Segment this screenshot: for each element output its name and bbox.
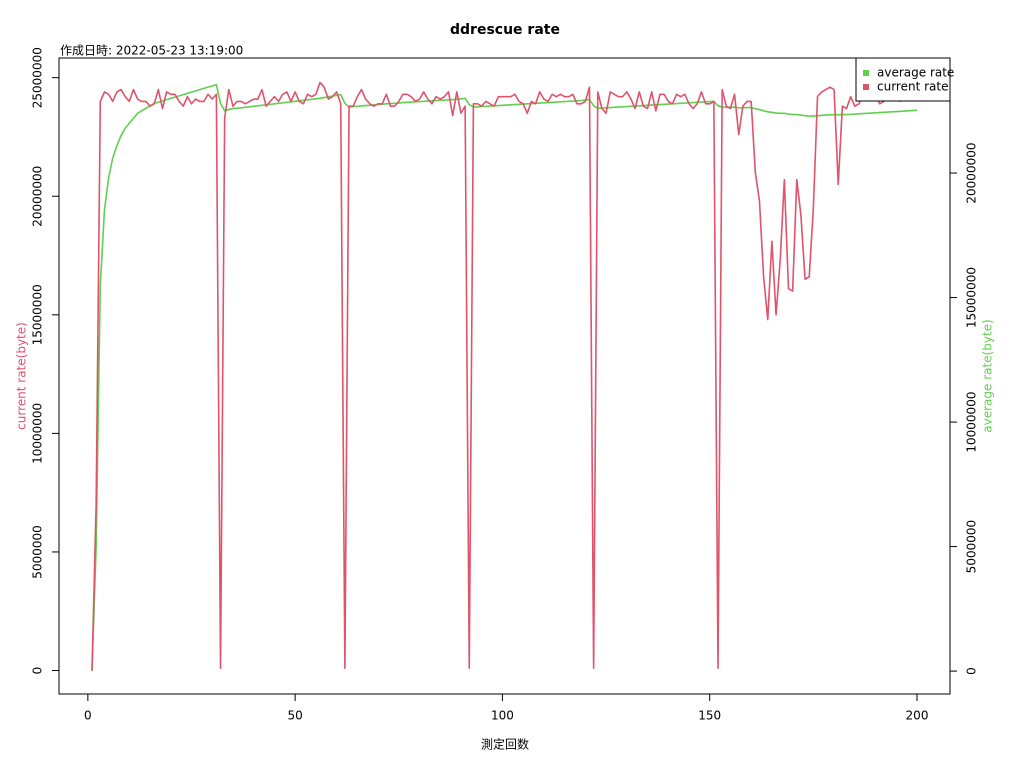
legend-swatch: [863, 84, 869, 90]
plot-area: 0 50 100 150 200 0 5000000 10000000 15000000 2000…: [31, 47, 979, 722]
y2-tick-label: 10000000: [965, 392, 979, 453]
y2-axis-label: average rate(byte): [981, 319, 995, 432]
legend-swatch: [863, 70, 869, 76]
y2-tick-label: 20000000: [965, 143, 979, 204]
x-tick-label: 100: [491, 709, 514, 723]
y-tick-label: 0: [31, 667, 45, 675]
y-tick-label: 5000000: [31, 525, 45, 578]
plot-frame: [58, 57, 951, 695]
x-axis-label: 測定回数: [481, 737, 529, 752]
y-tick-label: 25000000: [31, 47, 45, 108]
y-tick-label: 20000000: [31, 166, 45, 227]
y2-tick-label: 15000000: [965, 267, 979, 328]
y-tick-label: 10000000: [31, 403, 45, 464]
data-line: [91, 81, 918, 671]
x-tick-label: 50: [288, 709, 303, 723]
x-tick-label: 200: [906, 709, 929, 723]
y-tick-label: 15000000: [31, 284, 45, 345]
y2-tick-label: 0: [965, 667, 979, 675]
legend-box: [855, 57, 951, 102]
legend-label: current rate: [877, 80, 948, 94]
legend-label: average rate: [877, 66, 954, 80]
chart-title: ddrescue rate: [450, 22, 560, 38]
y-axis-label: current rate(byte): [15, 322, 29, 430]
data-line: [91, 83, 918, 672]
chart-subtitle: 作成日時: 2022-05-23 13:19:00: [60, 44, 243, 58]
x-tick-label: 150: [698, 709, 721, 723]
x-tick-label: 0: [84, 709, 92, 723]
y2-tick-label: 5000000: [965, 520, 979, 573]
